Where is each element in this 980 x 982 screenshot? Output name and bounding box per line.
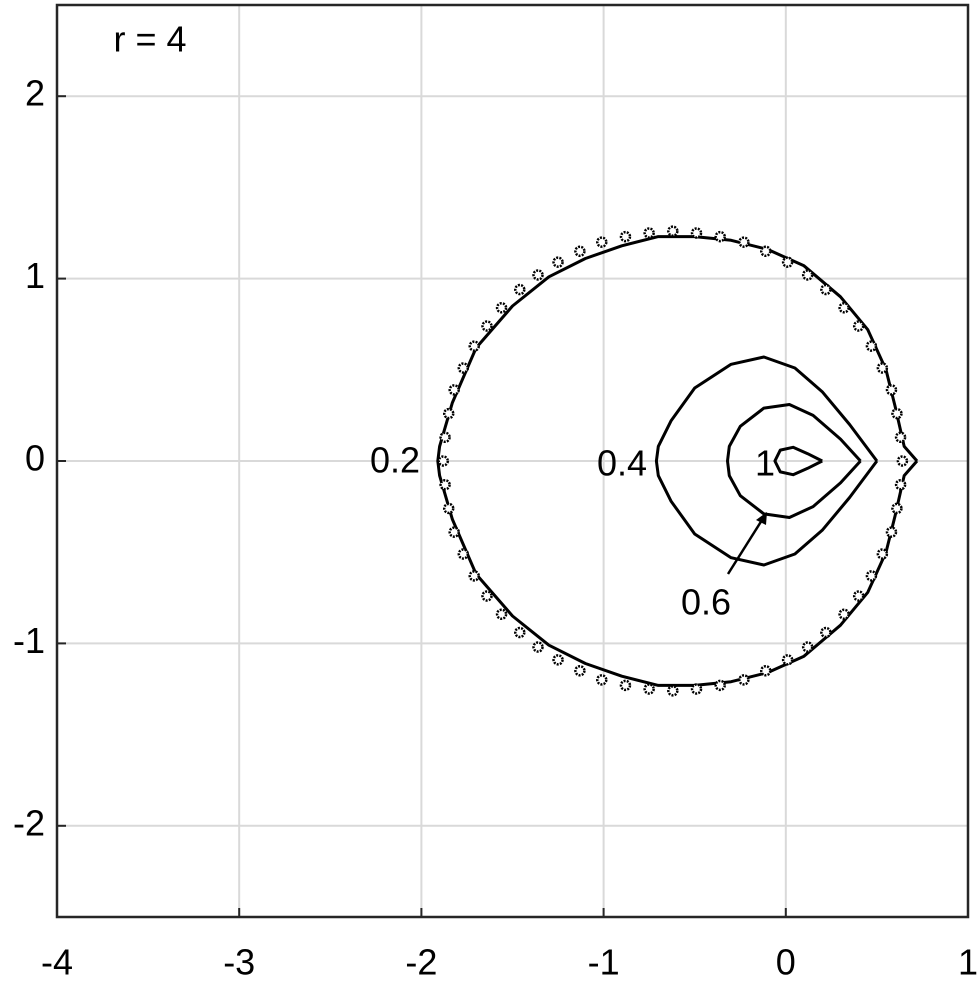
marker (891, 407, 903, 420)
y-tick-label: -1 (13, 620, 45, 661)
marker (448, 526, 460, 538)
marker (448, 384, 460, 396)
marker (514, 283, 526, 296)
marker (760, 245, 772, 257)
marker (801, 269, 814, 281)
marker (619, 679, 632, 692)
marker (457, 548, 470, 560)
contour-label: 1 (755, 443, 775, 484)
marker (738, 674, 750, 686)
marker (552, 654, 564, 666)
marker (760, 665, 772, 677)
marker (714, 679, 726, 692)
marker (781, 256, 794, 268)
marker (596, 674, 608, 686)
contour-line (773, 445, 823, 477)
label-arrow (726, 519, 764, 575)
marker (885, 384, 898, 396)
marker (838, 302, 850, 314)
marker (552, 256, 564, 268)
marker (885, 526, 898, 538)
marker (468, 570, 480, 582)
marker (690, 227, 703, 239)
x-tick-label: -3 (223, 942, 255, 982)
marker (894, 478, 907, 491)
marker (876, 548, 889, 560)
marker (514, 626, 526, 639)
marker (468, 340, 480, 352)
x-tick-label: 0 (776, 942, 796, 982)
marker (781, 654, 794, 666)
marker (865, 570, 878, 582)
marker (876, 362, 889, 374)
marker (852, 320, 865, 332)
contour-label: 0.6 (681, 582, 731, 623)
marker (532, 641, 544, 653)
marker (495, 302, 508, 314)
marker (894, 431, 907, 444)
marker (643, 227, 655, 239)
y-tick-label: 1 (25, 255, 45, 296)
y-tick-label: 2 (25, 73, 45, 114)
marker (532, 269, 544, 281)
annotation: r = 4 (113, 19, 186, 60)
marker (596, 236, 608, 248)
marker (619, 230, 632, 243)
contour-label: 0.2 (370, 440, 420, 481)
marker (690, 683, 703, 695)
marker (896, 455, 909, 467)
y-tick-label: 0 (25, 438, 45, 479)
x-tick-label: 1 (958, 942, 978, 982)
marker (574, 245, 586, 257)
marker (481, 320, 493, 332)
contour-label: 0.4 (597, 443, 647, 484)
marker (574, 665, 586, 677)
marker (437, 455, 450, 467)
marker (714, 230, 726, 243)
marker (481, 590, 493, 602)
marker (442, 502, 455, 515)
marker (820, 626, 832, 639)
marker (439, 431, 451, 444)
marker (667, 225, 679, 237)
marker (442, 407, 455, 420)
marker (439, 478, 451, 491)
marker (891, 502, 903, 515)
plot-frame (55, 3, 970, 919)
marker (852, 590, 865, 602)
marker (667, 685, 679, 697)
x-tick-label: -4 (41, 942, 73, 982)
marker (838, 608, 850, 620)
contour-line (726, 403, 862, 519)
y-tick-label: -2 (13, 802, 45, 843)
marker (738, 236, 750, 248)
marker (865, 340, 878, 352)
marker (457, 362, 470, 374)
marker (643, 683, 655, 695)
contour-line (654, 355, 879, 567)
marker (801, 641, 814, 653)
x-tick-label: -2 (405, 942, 437, 982)
x-tick-label: -1 (588, 942, 620, 982)
arrow-head (756, 512, 767, 525)
marker (820, 283, 832, 296)
marker (495, 608, 508, 620)
